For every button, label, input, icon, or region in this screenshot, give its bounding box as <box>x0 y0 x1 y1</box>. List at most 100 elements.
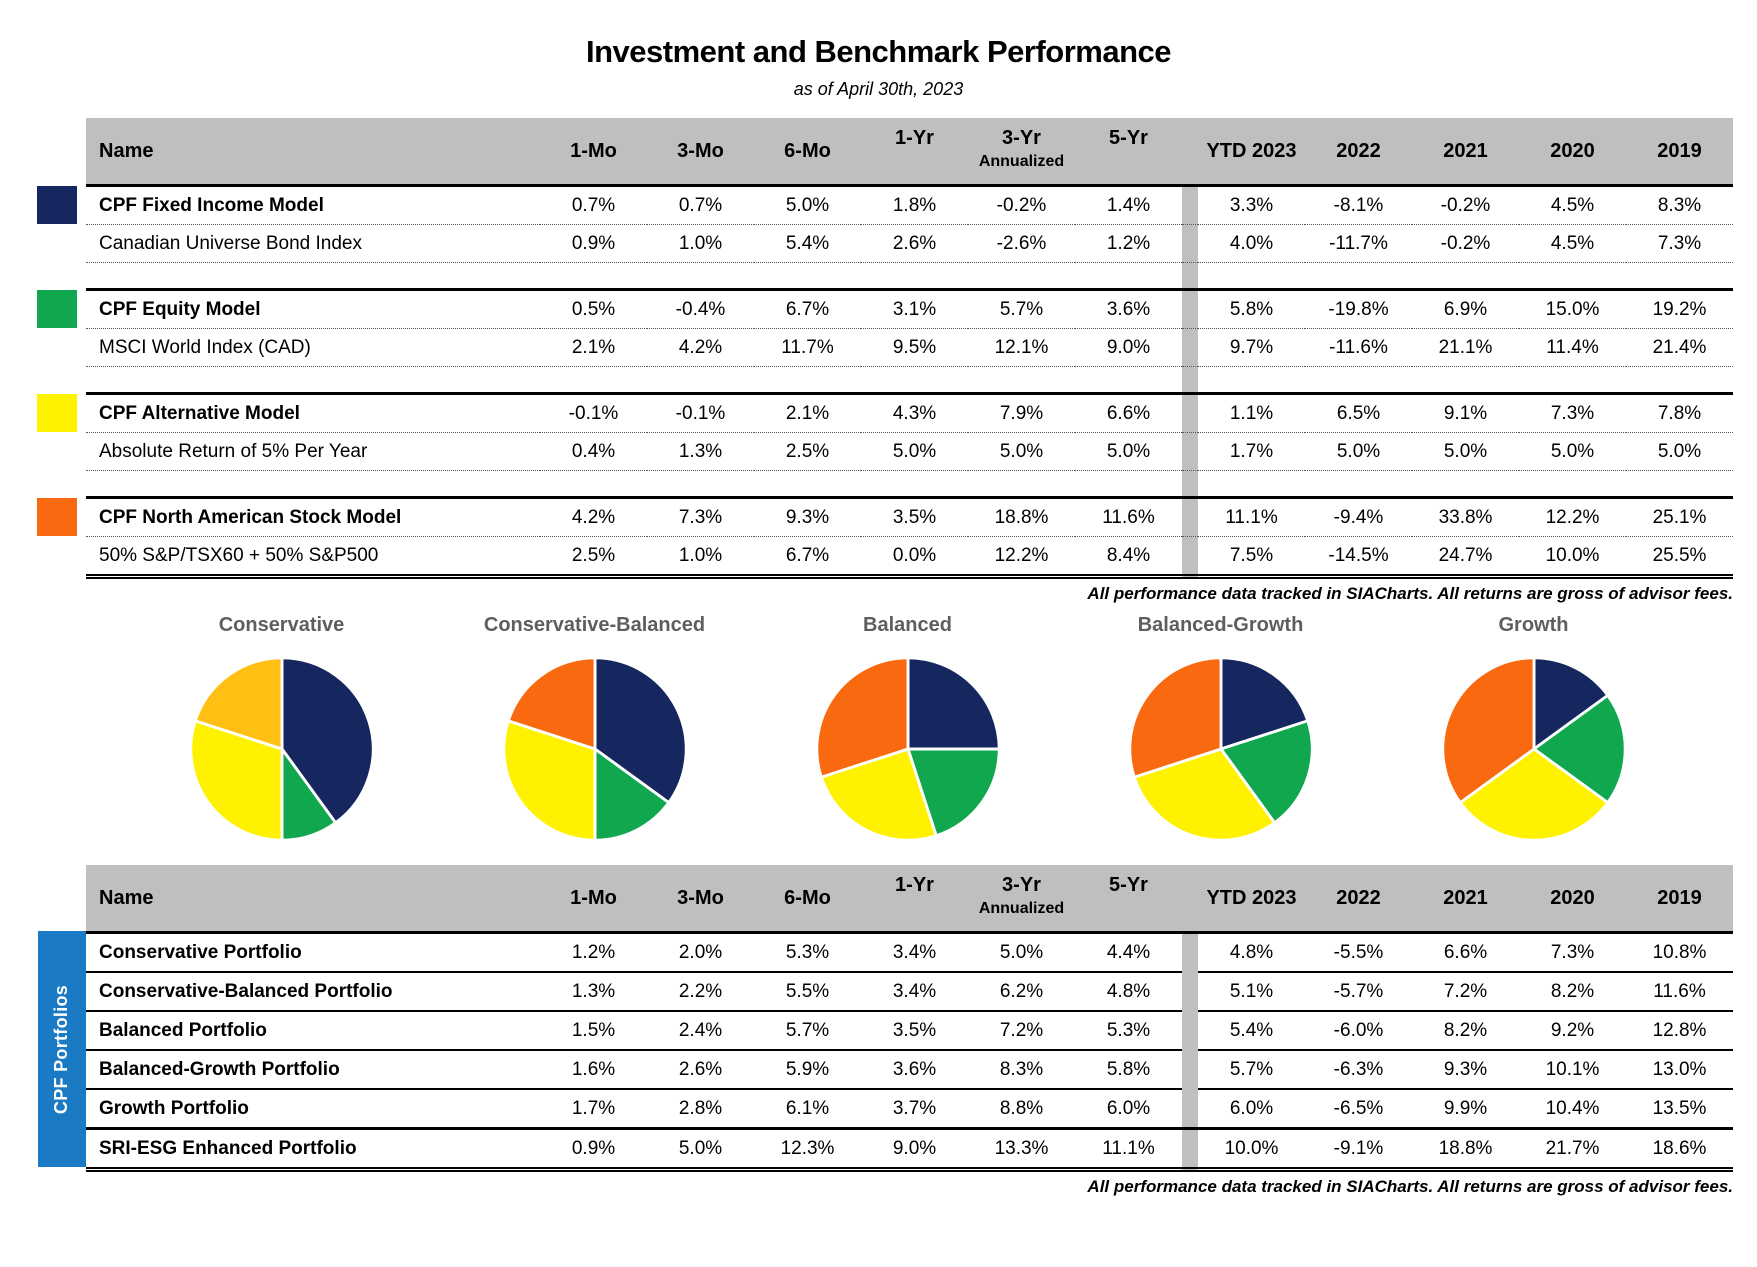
cell: 24.7% <box>1412 536 1519 579</box>
cell: 9.7% <box>1198 328 1305 367</box>
cell: 7.3% <box>1626 224 1733 263</box>
cell: 6.6% <box>1075 392 1182 433</box>
cell: 11.6% <box>1075 496 1182 537</box>
cell: 7.3% <box>1519 931 1626 973</box>
cell: 4.5% <box>1519 224 1626 263</box>
cell: 6.1% <box>754 1089 861 1130</box>
cell: 8.2% <box>1519 972 1626 1012</box>
cell: 11.7% <box>754 328 861 367</box>
cell: 7.3% <box>647 496 754 537</box>
divider-band <box>1182 1050 1198 1089</box>
cell: -8.1% <box>1305 184 1412 225</box>
divider-band <box>1182 288 1198 329</box>
pie-title: Balanced-Growth <box>1137 614 1304 636</box>
col-header: 6-Mo <box>754 118 861 186</box>
spacer-row <box>86 366 1733 394</box>
portfolio-name-cell: Balanced Portfolio <box>86 1011 540 1051</box>
portfolio-name-cell: Growth Portfolio <box>86 1089 540 1130</box>
col-header: 5-Yr <box>1075 865 1182 933</box>
cell: 4.8% <box>1075 972 1182 1012</box>
cell: 3.1% <box>861 288 968 329</box>
cell: 1.3% <box>647 432 754 471</box>
cell: 6.5% <box>1305 392 1412 433</box>
portfolio-name-cell: Balanced-Growth Portfolio <box>86 1050 540 1090</box>
cell: 7.9% <box>968 392 1075 433</box>
model-name: CPF Fixed Income Model <box>99 194 324 216</box>
cell: 4.5% <box>1519 184 1626 225</box>
cell: 1.0% <box>647 536 754 579</box>
table-row: Conservative-Balanced Portfolio 1.3% 2.2% 5… <box>86 972 1733 1012</box>
pie-title: Growth <box>1498 614 1569 636</box>
col-header: 2019 <box>1626 865 1733 933</box>
pie-chart <box>1127 656 1314 842</box>
portfolio-name-cell: Conservative-Balanced Portfolio <box>86 972 540 1012</box>
cell: 11.6% <box>1626 972 1733 1012</box>
cell: 6.0% <box>1198 1089 1305 1130</box>
cell: 2.2% <box>647 972 754 1012</box>
divider-band <box>1182 366 1198 394</box>
col-header: 2019 <box>1626 118 1733 186</box>
benchmark-name-cell: 50% S&P/TSX60 + 50% S&P500 <box>86 536 540 579</box>
cell: 2.4% <box>647 1011 754 1051</box>
table-row: SRI-ESG Enhanced Portfolio 0.9% 5.0% 12.3% 9… <box>86 1127 1733 1172</box>
cell: 6.7% <box>754 536 861 579</box>
benchmark-name-cell: Absolute Return of 5% Per Year <box>86 432 540 471</box>
col-header: 2022 <box>1305 865 1412 933</box>
cell: -6.3% <box>1305 1050 1412 1090</box>
page-title: Investment and Benchmark Performance <box>586 34 1172 69</box>
cell: -9.4% <box>1305 496 1412 537</box>
col-header: 3-Yr Annualized <box>968 118 1075 186</box>
cell: 1.5% <box>540 1011 647 1051</box>
cell: 6.6% <box>1412 931 1519 973</box>
table-row: Absolute Return of 5% Per Year 0.4% 1.3% 2.… <box>86 432 1733 471</box>
col-header: YTD 2023 <box>1198 865 1305 933</box>
cell: 2.0% <box>647 931 754 973</box>
annualized-label: Annualized <box>978 153 1065 170</box>
divider-band <box>1182 536 1198 579</box>
cell: 21.4% <box>1626 328 1733 367</box>
table-row: MSCI World Index (CAD) 2.1% 4.2% 11.7% 9.5% 1… <box>86 328 1733 367</box>
portfolio-name: Conservative-Balanced Portfolio <box>99 980 393 1002</box>
cell: -5.5% <box>1305 931 1412 973</box>
cell: 5.0% <box>1412 432 1519 471</box>
cell: 2.1% <box>754 392 861 433</box>
cell: 4.0% <box>1198 224 1305 263</box>
cell: 5.0% <box>861 432 968 471</box>
benchmark-name: MSCI World Index (CAD) <box>99 336 311 358</box>
fixed-income-color-swatch <box>37 186 77 224</box>
portfolio-name: Balanced Portfolio <box>99 1019 267 1041</box>
divider-band <box>1182 865 1198 933</box>
table-row: 50% S&P/TSX60 + 50% S&P500 2.5% 1.0% 6.7% 0.… <box>86 536 1733 579</box>
col-header-label: 1-Yr <box>895 127 934 149</box>
model-name-cell: CPF Equity Model <box>37 288 540 329</box>
cell: 9.5% <box>861 328 968 367</box>
divider-band <box>1182 972 1198 1011</box>
table-header-row: Name 1-Mo 3-Mo 6-Mo 1-Yr 3-Yr Annualized … <box>86 865 1733 933</box>
pie-balanced-growth: Balanced-Growth <box>1064 614 1377 845</box>
cell: -11.6% <box>1305 328 1412 367</box>
cell: 1.2% <box>540 931 647 973</box>
cell: 12.2% <box>1519 496 1626 537</box>
cell: 5.8% <box>1075 1050 1182 1090</box>
benchmark-name-cell: Canadian Universe Bond Index <box>86 224 540 263</box>
cell: 4.2% <box>647 328 754 367</box>
allocation-pie-charts: Conservative Conservative-Balanced Balan… <box>125 614 1690 845</box>
cell: -0.1% <box>647 392 754 433</box>
cell: 0.7% <box>647 184 754 225</box>
cell: 10.0% <box>1198 1127 1305 1172</box>
cell: 11.4% <box>1519 328 1626 367</box>
cell: 5.0% <box>754 184 861 225</box>
cell: 5.7% <box>1198 1050 1305 1090</box>
cell: 13.3% <box>968 1127 1075 1172</box>
cell: 2.5% <box>540 536 647 579</box>
divider-band <box>1182 392 1198 433</box>
col-header: 1-Yr <box>861 118 968 186</box>
cell: 8.3% <box>1626 184 1733 225</box>
cell: 0.9% <box>540 224 647 263</box>
col-header: 2020 <box>1519 865 1626 933</box>
cell: 3.3% <box>1198 184 1305 225</box>
cell: 5.0% <box>1626 432 1733 471</box>
col-header: 3-Mo <box>647 865 754 933</box>
cell: 13.5% <box>1626 1089 1733 1130</box>
